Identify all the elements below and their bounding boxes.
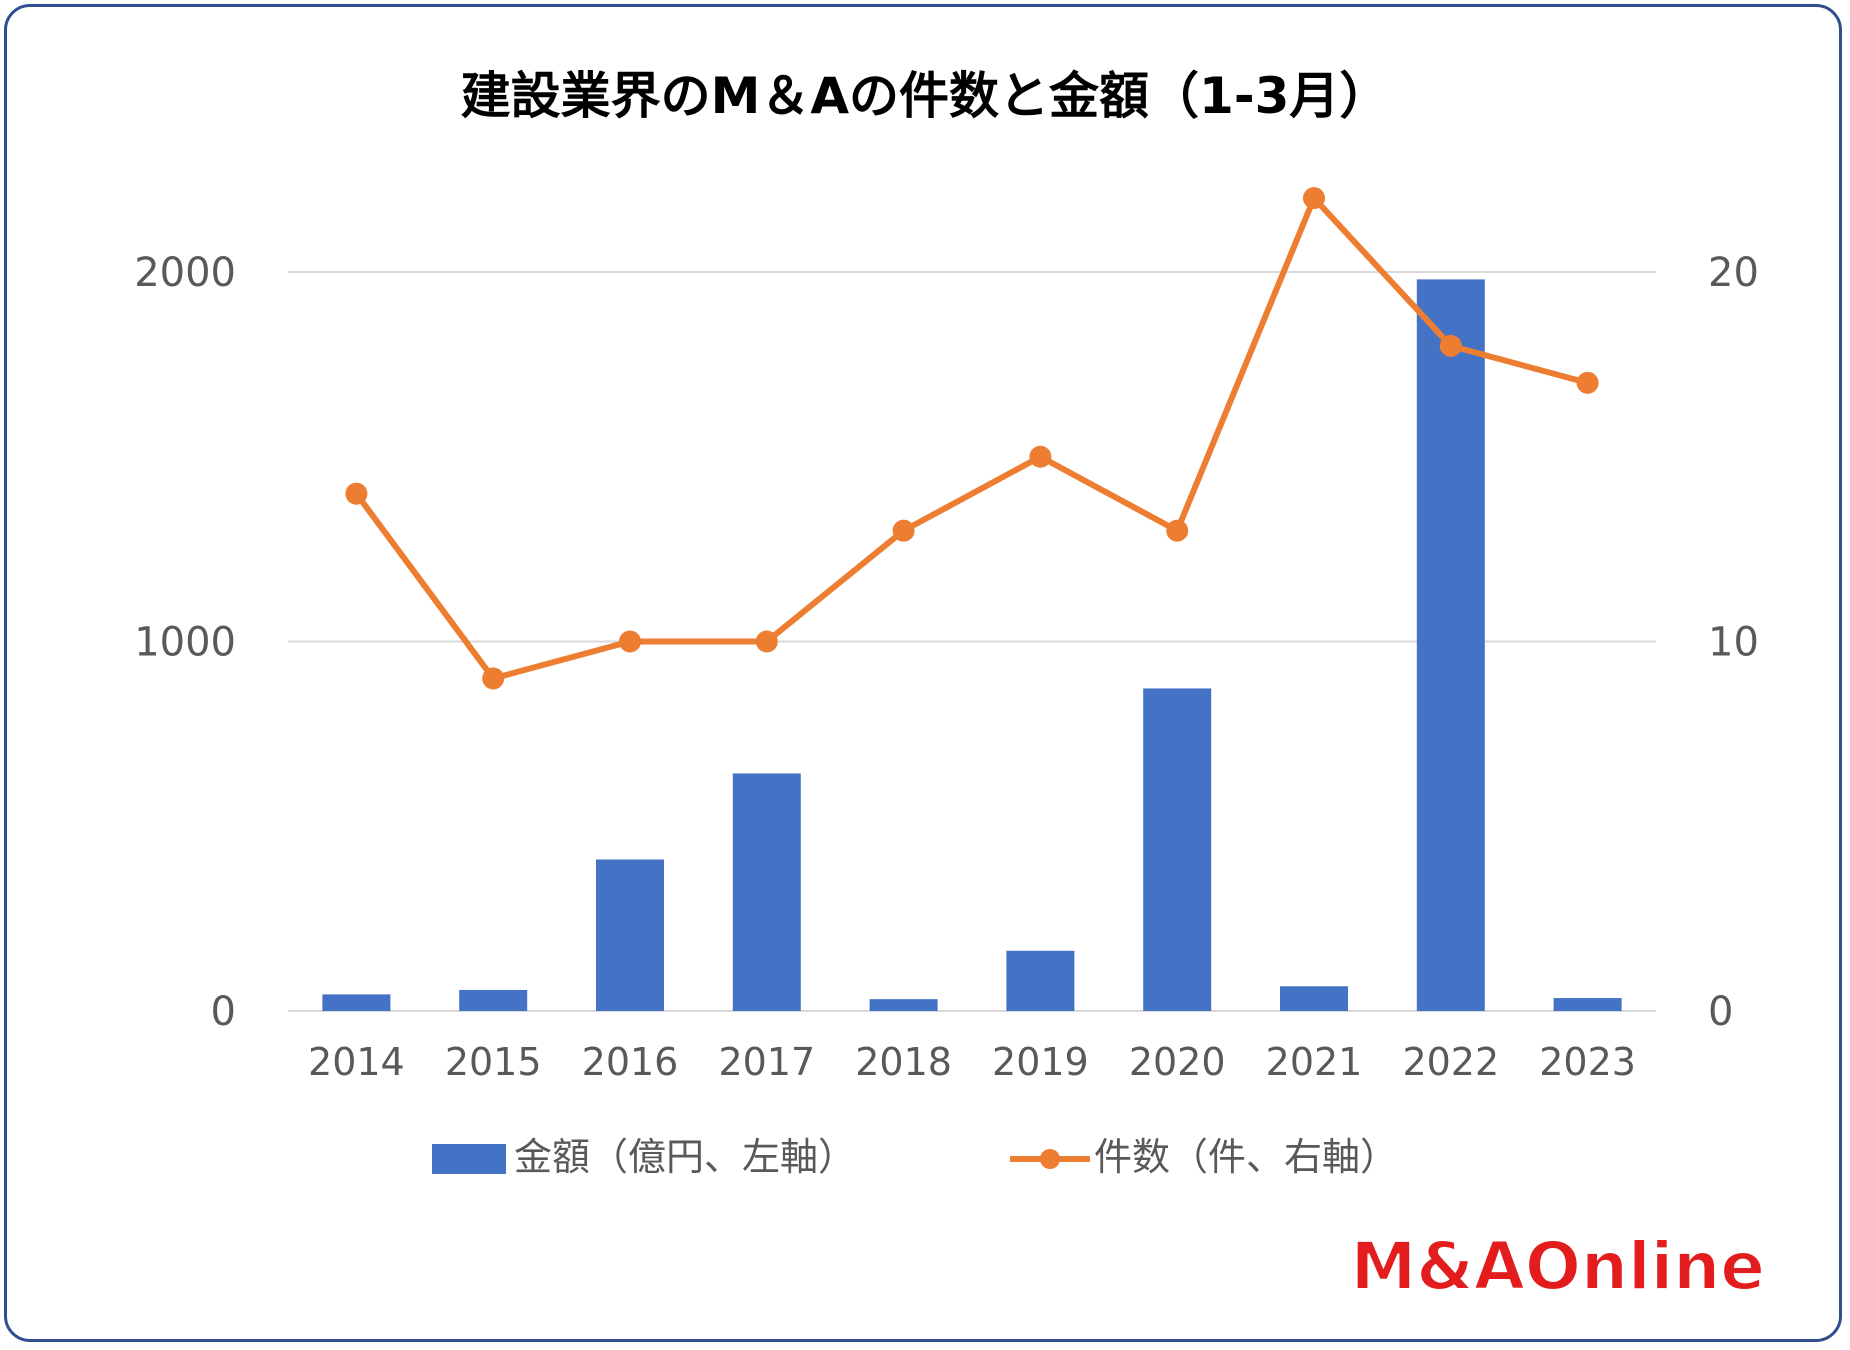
bar	[322, 994, 391, 1011]
x-axis-ticks: 2014 2015 2016 2017 2018 2019 2020 2021 2022 2023	[308, 1040, 1636, 1084]
x-tick-label: 2020	[1129, 1040, 1226, 1084]
x-tick-label: 2017	[718, 1040, 815, 1084]
left-tick-label: 0	[211, 989, 236, 1035]
bar	[1006, 950, 1075, 1011]
line-point	[1029, 445, 1052, 468]
x-tick-label: 2014	[308, 1040, 405, 1084]
line-point	[1303, 187, 1325, 210]
legend-line-marker	[1040, 1149, 1060, 1169]
x-tick-label: 2022	[1402, 1040, 1499, 1084]
logo-text: M&AOnline	[1351, 1228, 1765, 1305]
bar	[1553, 998, 1622, 1011]
line-point	[345, 482, 368, 505]
bar	[732, 773, 801, 1011]
x-tick-label: 2019	[992, 1040, 1089, 1084]
x-tick-label: 2018	[855, 1040, 952, 1084]
line-point	[755, 630, 778, 653]
right-axis-ticks: 0 10 20	[1708, 250, 1759, 1035]
line-point	[1439, 334, 1462, 357]
x-tick-label: 2016	[582, 1040, 679, 1084]
bar	[596, 859, 664, 1011]
x-tick-label: 2015	[445, 1040, 542, 1084]
left-tick-label: 2000	[134, 250, 236, 296]
legend-bar-label: 金額（億円、左軸）	[514, 1135, 856, 1179]
legend: 金額（億円、左軸） 件数（件、右軸）	[432, 1135, 1398, 1179]
x-tick-label: 2021	[1266, 1040, 1363, 1084]
bar	[869, 999, 938, 1011]
bar	[1416, 279, 1485, 1011]
legend-line-label: 件数（件、右軸）	[1094, 1135, 1398, 1179]
chart-title: 建設業界のM＆Aの件数と金額（1-3月）	[461, 67, 1390, 125]
left-axis-ticks: 0 1000 2000	[134, 250, 236, 1035]
chart-frame	[4, 4, 1842, 1342]
right-tick-label: 20	[1708, 250, 1759, 296]
right-tick-label: 0	[1708, 989, 1733, 1035]
legend-bar-swatch	[432, 1144, 506, 1174]
series-line	[353, 195, 1589, 682]
bar	[459, 989, 528, 1011]
bar	[1280, 986, 1348, 1011]
right-tick-label: 10	[1708, 620, 1759, 666]
x-tick-label: 2023	[1539, 1040, 1636, 1084]
line-point	[619, 630, 641, 653]
left-tick-label: 1000	[134, 620, 236, 666]
line-series	[345, 187, 1599, 690]
bar-series	[322, 279, 1622, 1011]
logo: M&AOnline	[1350, 1227, 1766, 1306]
line-point	[1576, 371, 1599, 394]
bar	[1143, 688, 1212, 1011]
line-point	[482, 667, 505, 690]
line-point	[892, 519, 915, 542]
line-point	[1166, 519, 1189, 542]
